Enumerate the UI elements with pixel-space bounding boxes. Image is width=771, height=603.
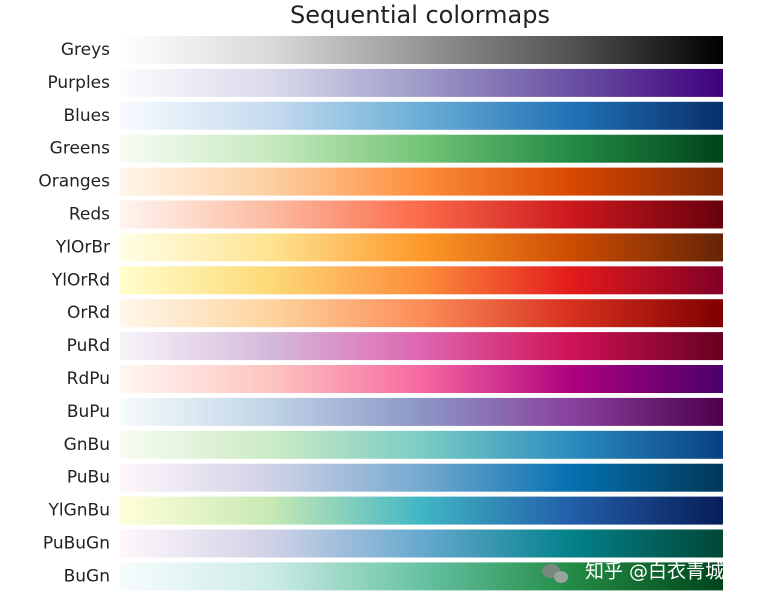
colormap-label: PuBu: [67, 468, 110, 488]
colormap-bar: [120, 299, 723, 328]
colormap-bar: [120, 430, 723, 459]
colormap-bar: [120, 463, 723, 492]
watermark: 知乎 @白衣青城: [585, 561, 724, 583]
colormap-label: OrRd: [67, 303, 110, 323]
colormap-bar: [120, 36, 723, 64]
colormap-bar: [120, 134, 723, 163]
colormap-label: BuPu: [67, 402, 110, 422]
colormap-bar: [120, 200, 723, 229]
colormap-bar: [120, 101, 723, 130]
colormap-bar: [120, 167, 723, 196]
chart-title: Sequential colormaps: [290, 1, 550, 29]
colormap-label: Oranges: [38, 172, 110, 192]
colormap-label: PuBuGn: [43, 534, 110, 554]
colormap-bar: [120, 562, 723, 591]
colormap-bar: [120, 496, 723, 525]
colormap-bar: [120, 365, 723, 393]
colormap-bar: [120, 68, 723, 97]
colormap-bar: [120, 233, 723, 262]
colormap-bar: [120, 529, 723, 558]
colormap-label: YlOrRd: [51, 270, 110, 290]
colormap-label: Reds: [69, 205, 110, 225]
colormap-bar: [120, 332, 723, 361]
colormap-bar: [120, 266, 723, 295]
colormap-label: Blues: [64, 106, 111, 126]
colormap-label: Purples: [47, 73, 110, 93]
colormap-label: YlOrBr: [55, 237, 110, 257]
colormap-label: GnBu: [64, 435, 110, 455]
colormap-label: RdPu: [67, 369, 110, 389]
colormap-label: Greys: [61, 40, 110, 60]
colormap-label: PuRd: [67, 336, 110, 356]
colormap-bar: [120, 397, 723, 426]
colormap-label: YlGnBu: [48, 501, 111, 521]
colormap-label: Greens: [50, 139, 110, 159]
colormap-label: BuGn: [64, 566, 110, 586]
wechat-icon: [542, 564, 568, 583]
